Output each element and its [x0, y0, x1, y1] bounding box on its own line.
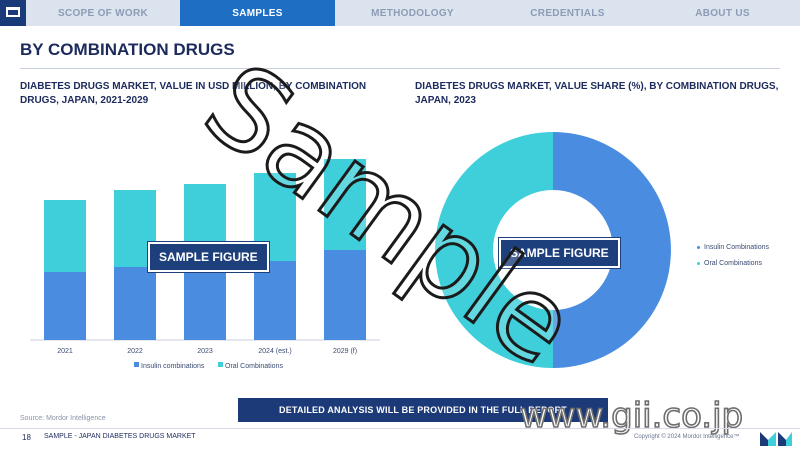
pie-legend-item-oral: Oral Combinations [697, 256, 769, 272]
source-note: Source: Mordor Intelligence [20, 415, 106, 422]
legend-dot-icon [697, 261, 700, 265]
bar-legend-label: Oral Combinations [225, 363, 283, 370]
legend-dot-icon [697, 245, 700, 249]
legend-swatch-icon [134, 362, 139, 367]
tab-methodology[interactable]: METHODOLOGY [371, 7, 454, 19]
mordor-logo-icon [760, 432, 792, 446]
x-tick-label: 2029 (f) [333, 348, 357, 355]
sample-figure-badge: SAMPLE FIGURE [499, 238, 620, 268]
gii-watermark: www.gii.co.jp [519, 395, 744, 437]
page-number: 18 [22, 433, 31, 442]
tab-scope-of-work[interactable]: SCOPE OF WORK [57, 7, 148, 19]
title-divider [20, 68, 780, 69]
pie-legend: Insulin Combinations Oral Combinations [697, 240, 769, 272]
pie-legend-label: Oral Combinations [704, 260, 762, 267]
tab-credentials[interactable]: CREDENTIALS [530, 7, 605, 19]
x-tick-label: 2023 [197, 348, 213, 355]
x-tick-label: 2021 [57, 348, 73, 355]
bar-chart-title: DIABETES DRUGS MARKET, VALUE IN USD MILL… [20, 81, 367, 106]
bar-insulin-2 [184, 262, 226, 340]
legend-swatch-icon [218, 362, 223, 367]
bar-insulin-3 [254, 261, 296, 340]
bar-oral-4 [324, 159, 366, 250]
copyright-text: Copyright © 2024 Mordor Intelligence™ [634, 434, 740, 440]
bar-legend-label: Insulin combinations [141, 363, 205, 370]
tab-about-us[interactable]: ABOUT US [695, 7, 750, 19]
pie-chart-title: DIABETES DRUGS MARKET, VALUE SHARE (%), … [415, 81, 779, 106]
footer-divider [0, 428, 800, 429]
tab-samples[interactable]: SAMPLES [180, 0, 335, 26]
donut-slice-insulin [553, 132, 671, 368]
bar-insulin-4 [324, 250, 366, 340]
page-title: BY COMBINATION DRUGS [20, 40, 235, 59]
full-report-banner[interactable]: DETAILED ANALYSIS WILL BE PROVIDED IN TH… [238, 398, 608, 422]
pie-legend-item-insulin: Insulin Combinations [697, 240, 769, 256]
pie-legend-label: Insulin Combinations [704, 244, 769, 251]
x-tick-label: 2024 (est.) [258, 348, 291, 355]
top-nav: SCOPE OF WORK SAMPLES METHODOLOGY CREDEN… [0, 0, 800, 26]
bar-oral-0 [44, 200, 86, 272]
home-logo-icon[interactable] [0, 0, 26, 26]
footer-text: SAMPLE - JAPAN DIABETES DRUGS MARKET [44, 433, 196, 440]
bar-insulin-0 [44, 272, 86, 340]
x-tick-label: 2022 [127, 348, 143, 355]
donut-slice-oral [435, 132, 553, 368]
sample-figure-badge: SAMPLE FIGURE [148, 242, 269, 272]
bar-insulin-1 [114, 267, 156, 340]
